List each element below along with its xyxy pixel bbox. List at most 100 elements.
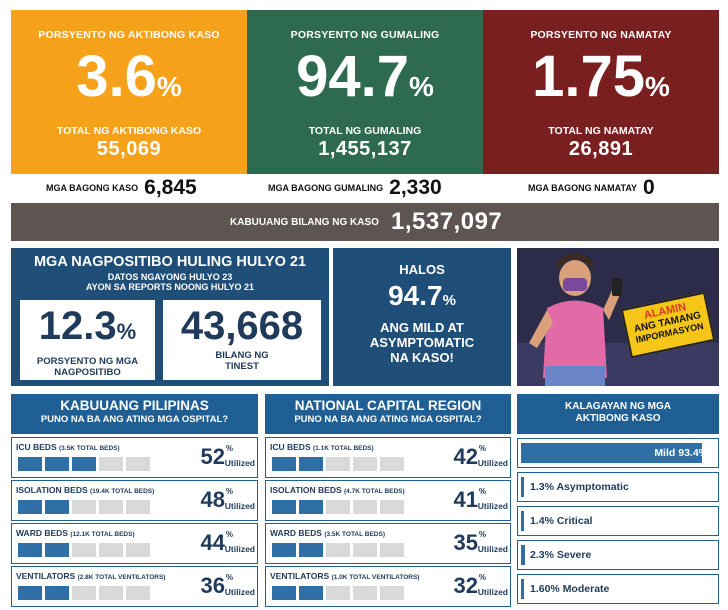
deaths-percent-value: 1.75% (532, 44, 670, 109)
ncr-hospital-subtitle: PUNO NA BA ANG ATING MGA OSPITAL? (294, 414, 482, 425)
utilization-percent-sign: % (225, 444, 233, 453)
utilized-label: Utilized (224, 501, 255, 511)
status-bar (521, 511, 524, 531)
status-label: 1.60% Moderate (530, 583, 610, 595)
hospital-row: ISOLATION BEDS (19.4K TOTAL BEDS) 48% Util… (11, 480, 258, 521)
utilization-bar-segment (18, 500, 42, 514)
active-percent-value: 3.6% (76, 44, 182, 109)
new-recovered-label: MGA BAGONG GUMALING (268, 183, 384, 193)
utilization-bar-segment (353, 457, 377, 471)
ph-hospital-subtitle: PUNO NA BA ANG ATING MGA OSPITAL? (40, 414, 229, 425)
status-title-1: KALAGAYAN NG MGA (565, 401, 671, 412)
tested-box: 43,668 BILANG NG TINEST (163, 300, 321, 380)
utilization-bar-segment (45, 500, 69, 514)
positivity-report-line: AYON SA REPORTS NOONG HULYO 21 (85, 282, 255, 292)
hospital-row-label: ICU BEDS (1.1K TOTAL BEDS) (270, 442, 374, 452)
utilization-bar-segment (72, 586, 96, 600)
total-cases-value: 1,537,097 (391, 208, 503, 235)
utilization-percent-sign: % (478, 444, 486, 453)
new-deaths-value: 0 (643, 176, 655, 199)
mild-line-4: NA KASO! (390, 350, 454, 365)
hospital-row-label: WARD BEDS (12.1K TOTAL BEDS) (16, 528, 135, 538)
ncr-hospital-header: NATIONAL CAPITAL REGION PUNO NA BA ANG A… (265, 394, 511, 434)
utilization-bar-segment (72, 543, 96, 557)
utilization-bar-segment (326, 500, 350, 514)
utilized-label: Utilized (477, 544, 508, 554)
mild-panel: HALOS 94.7% ANG MILD AT ASYMPTOMATIC NA … (333, 248, 511, 386)
hospital-row-label: ISOLATION BEDS (19.4K TOTAL BEDS) (16, 485, 155, 495)
hospital-row: ICU BEDS (1.1K TOTAL BEDS) 42% Utilized (265, 437, 511, 478)
positivity-rate-box: 12.3% PORSYENTO NG MGA NAGPOSITIBO (20, 300, 155, 380)
tested-label-2: TINEST (225, 361, 259, 372)
new-deaths-label: MGA BAGONG NAMATAY (528, 183, 637, 193)
utilization-bar-segment (99, 457, 123, 471)
hospital-row: VENTILATORS (1.0K TOTAL VENTILATORS) 32% U… (265, 566, 511, 607)
utilization-bar-segment (299, 543, 323, 557)
utilization-bar-segment (126, 543, 150, 557)
utilization-bar-segment (272, 543, 296, 557)
utilization-bars (272, 457, 407, 471)
deaths-percent-label: PORSYENTO NG NAMATAY (530, 29, 672, 41)
hospital-row-label: ICU BEDS (3.5K TOTAL BEDS) (16, 442, 120, 452)
total-cases-label: KABUUANG BILANG NG KASO (230, 217, 379, 228)
tested-value: 43,668 (180, 304, 304, 348)
utilization-bar-segment (45, 543, 69, 557)
utilized-label: Utilized (477, 587, 508, 597)
utilization-bar-segment (272, 500, 296, 514)
hospital-row: WARD BEDS (12.1K TOTAL BEDS) 44% Utilized (11, 523, 258, 564)
mild-line-3: ASYMPTOMATIC (369, 335, 475, 350)
recovered-percent-label: PORSYENTO NG GUMALING (290, 29, 440, 41)
utilization-bars (272, 586, 407, 600)
mild-line-1: HALOS (399, 262, 445, 277)
utilization-bar-segment (299, 457, 323, 471)
new-cases-value: 6,845 (144, 176, 197, 199)
status-bar (521, 545, 525, 565)
woman-with-mask-illustration (517, 248, 719, 386)
utilization-bar-segment (272, 586, 296, 600)
utilization-bar-segment (72, 457, 96, 471)
utilization-bar-segment (326, 586, 350, 600)
deaths-card: PORSYENTO NG NAMATAY 1.75% TOTAL NG NAMA… (483, 10, 719, 174)
status-bar (521, 579, 524, 599)
promo-illustration: ALAMIN ANG TAMANG IMPORMASYON (517, 248, 719, 386)
active-cases-card: PORSYENTO NG AKTIBONG KASO 3.6% TOTAL NG… (11, 10, 247, 174)
utilization-percent-sign: % (225, 487, 233, 496)
utilization-bar-segment (353, 586, 377, 600)
status-bar (521, 477, 524, 497)
active-total-value: 55,069 (96, 138, 162, 160)
status-label: 2.3% Severe (530, 549, 592, 561)
utilization-bar-segment (126, 500, 150, 514)
utilization-value: 42 (453, 444, 478, 469)
utilized-label: Utilized (224, 587, 255, 597)
utilization-value: 36 (200, 573, 225, 598)
utilization-bars (18, 457, 153, 471)
utilization-bar-segment (380, 586, 404, 600)
hospital-row: WARD BEDS (3.5K TOTAL BEDS) 35% Utilized (265, 523, 511, 564)
utilized-label: Utilized (477, 458, 508, 468)
utilization-percent-sign: % (478, 530, 486, 539)
utilization-bar-segment (45, 457, 69, 471)
status-row: Mild 93.4% (517, 438, 719, 468)
hospital-row-label: ISOLATION BEDS (4.7K TOTAL BEDS) (270, 485, 405, 495)
utilization-bar-segment (126, 457, 150, 471)
mild-value: 94.7% (388, 280, 456, 311)
positivity-date-line: DATOS NGAYONG HULYO 23 (107, 272, 233, 282)
utilization-bar-segment (326, 457, 350, 471)
hospital-row-label: VENTILATORS (2.8K TOTAL VENTILATORS) (16, 571, 166, 581)
status-row: 1.3% Asymptomatic (517, 472, 719, 502)
utilization-bars (18, 543, 153, 557)
utilization-bar-segment (18, 457, 42, 471)
utilization-bar-segment (299, 586, 323, 600)
utilized-label: Utilized (224, 544, 255, 554)
utilization-bar-segment (380, 457, 404, 471)
utilization-bar-segment (45, 586, 69, 600)
tested-label-1: BILANG NG (215, 350, 269, 361)
recovered-total-value: 1,455,137 (318, 138, 412, 160)
utilized-label: Utilized (477, 501, 508, 511)
status-bar (521, 443, 702, 463)
status-header: KALAGAYAN NG MGA AKTIBONG KASO (517, 394, 719, 434)
hospital-row: VENTILATORS (2.8K TOTAL VENTILATORS) 36% U… (11, 566, 258, 607)
active-percent-label: PORSYENTO NG AKTIBONG KASO (38, 29, 220, 41)
utilization-bars (18, 586, 153, 600)
new-recovered: MGA BAGONG GUMALING 2,330 (268, 174, 442, 202)
